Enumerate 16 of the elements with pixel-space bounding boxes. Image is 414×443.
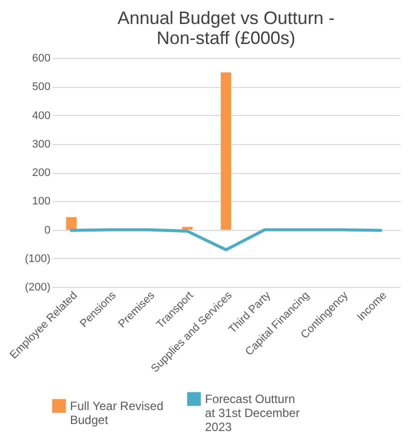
y-tick-label: 300 (32, 138, 50, 150)
y-tick-label: 200 (32, 167, 50, 179)
y-tick-label: (100) (24, 252, 50, 265)
y-tick-label: 100 (32, 196, 50, 208)
legend-label: Full Year Revised Budget (70, 399, 164, 427)
y-tick-label: 500 (32, 81, 50, 94)
bar (220, 72, 232, 230)
y-tick-label: (200) (24, 282, 50, 294)
y-tick-label: 600 (32, 52, 50, 64)
chart-title: Annual Budget vs Outturn - Non-staff (£000s) (117, 8, 335, 48)
y-tick-label: 0 (44, 224, 50, 236)
y-tick-label: 400 (32, 110, 50, 122)
line-series (70, 228, 382, 252)
bar (66, 217, 77, 230)
legend-label: Forecast Outturn at 31st December 2023 (205, 392, 300, 434)
bar (182, 226, 193, 230)
